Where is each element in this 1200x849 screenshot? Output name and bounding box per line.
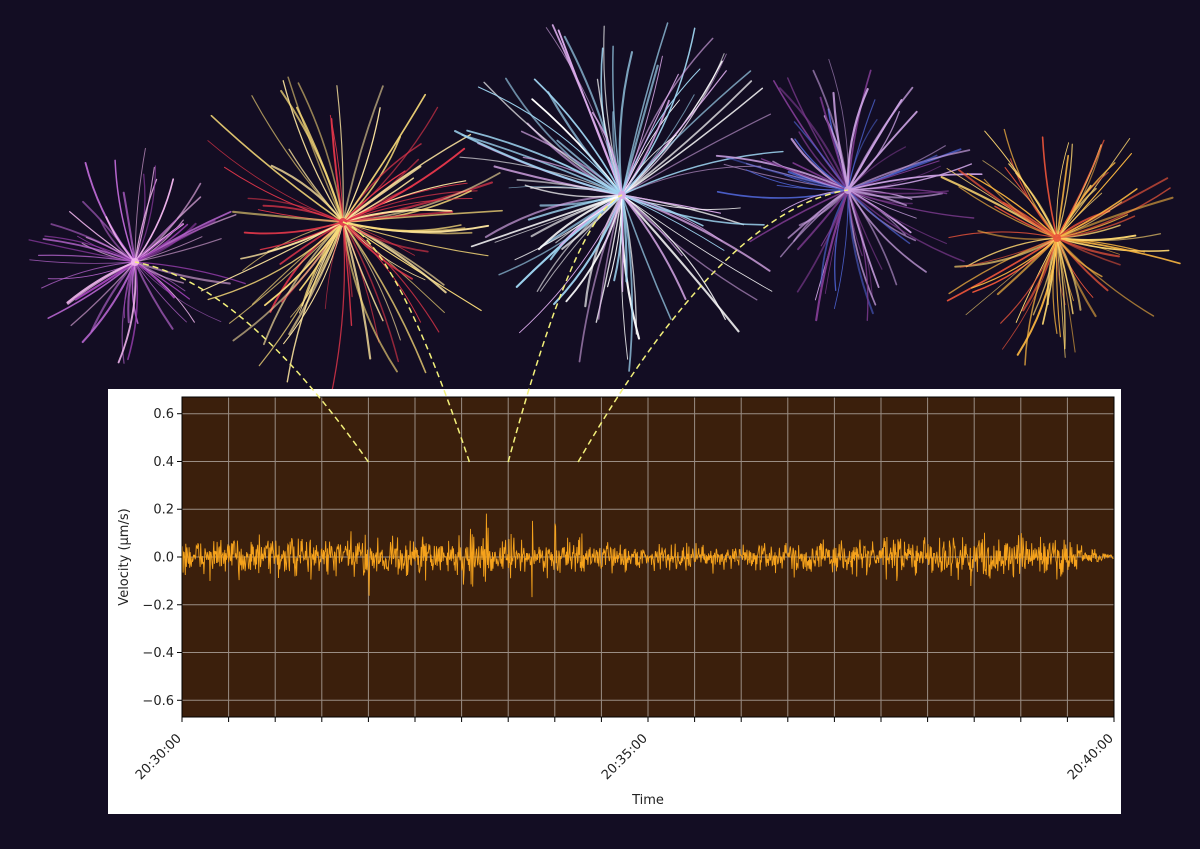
x-tick-label: 20:40:00 [1065,731,1117,783]
velocity-line [181,513,1115,598]
y-axis-ticks: −0.6 −0.4 −0.2 0.0 0.2 0.4 0.6 [142,407,182,709]
y-tick-label: 0.6 [153,407,174,422]
firework-orange-gold [940,128,1181,366]
y-tick-label: 0.0 [153,551,174,566]
y-tick-label: −0.6 [142,694,174,709]
velocity-trace [181,513,1115,598]
x-axis-ticks: 20:30:00 20:35:00 20:40:00 [133,717,1117,783]
y-tick-label: 0.4 [153,455,174,470]
y-tick-label: −0.4 [142,646,174,661]
firework-purple [28,147,246,364]
y-tick-label: 0.2 [153,503,174,518]
y-tick-label: −0.2 [142,598,174,613]
chart-panel: −0.6 −0.4 −0.2 0.0 0.2 0.4 0.6 20:30:00 20:35:0… [108,389,1121,814]
firework-lavender-blue [454,22,784,372]
y-axis-label: Velocity (μm/s) [117,508,132,605]
x-tick-label: 20:35:00 [599,731,651,783]
firework-navy-violet [715,58,983,322]
firework-red-gold [200,76,503,392]
seismogram-chart: −0.6 −0.4 −0.2 0.0 0.2 0.4 0.6 20:30:00 20:35:0… [117,396,1117,808]
x-tick-label: 20:30:00 [133,731,185,783]
x-axis-label: Time [631,793,664,808]
